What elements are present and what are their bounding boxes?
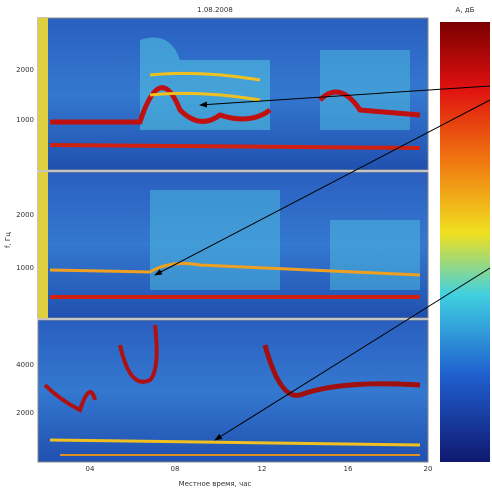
arrows bbox=[154, 85, 491, 441]
y-tick-label: 2000 bbox=[16, 409, 34, 417]
x-tick-label: 04 bbox=[86, 465, 95, 473]
colorbar-label: A, дБ bbox=[456, 6, 475, 14]
y-axis-label: f, Гц bbox=[4, 232, 12, 248]
spectrogram-panel bbox=[37, 319, 429, 463]
x-axis-label: Местное время, час bbox=[179, 480, 252, 488]
y-tick-label: 1000 bbox=[16, 116, 34, 124]
x-tick-label: 12 bbox=[258, 465, 267, 473]
y-tick-label: 2000 bbox=[16, 211, 34, 219]
y-tick-label: 2000 bbox=[16, 66, 34, 74]
title: 1.08.2008 bbox=[197, 6, 233, 14]
y-tick-label: 4000 bbox=[16, 361, 34, 369]
colorbar bbox=[440, 22, 490, 462]
x-tick-label: 08 bbox=[171, 465, 180, 473]
x-tick-label: 20 bbox=[424, 465, 433, 473]
y-tick-label: 1000 bbox=[16, 264, 34, 272]
x-tick-label: 16 bbox=[344, 465, 353, 473]
spectrogram-panel bbox=[37, 171, 429, 319]
